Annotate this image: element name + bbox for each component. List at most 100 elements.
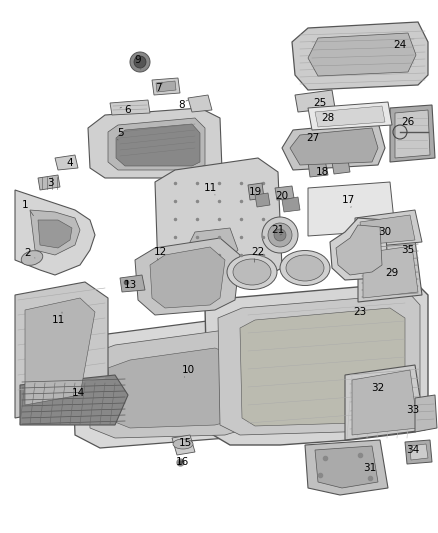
- Polygon shape: [352, 370, 418, 435]
- Text: 14: 14: [71, 388, 85, 398]
- Polygon shape: [360, 215, 415, 245]
- Polygon shape: [308, 182, 395, 236]
- Text: 4: 4: [67, 158, 73, 168]
- Polygon shape: [315, 446, 378, 488]
- Polygon shape: [240, 308, 405, 426]
- Polygon shape: [88, 108, 222, 178]
- Polygon shape: [410, 444, 428, 460]
- Polygon shape: [255, 193, 270, 207]
- Text: 8: 8: [179, 100, 185, 110]
- Polygon shape: [55, 155, 78, 170]
- Polygon shape: [150, 247, 225, 308]
- Polygon shape: [355, 210, 422, 248]
- Polygon shape: [218, 294, 420, 435]
- Text: 12: 12: [153, 247, 166, 257]
- Polygon shape: [38, 220, 72, 248]
- Text: 1: 1: [22, 200, 28, 210]
- Text: 20: 20: [276, 191, 289, 201]
- Ellipse shape: [173, 439, 193, 449]
- Polygon shape: [295, 90, 335, 112]
- Polygon shape: [363, 246, 418, 298]
- Polygon shape: [15, 190, 95, 275]
- Text: 16: 16: [175, 457, 189, 467]
- Text: 34: 34: [406, 445, 420, 455]
- Ellipse shape: [233, 259, 271, 285]
- Polygon shape: [282, 197, 300, 212]
- Polygon shape: [290, 128, 378, 165]
- Text: 3: 3: [47, 178, 53, 188]
- Polygon shape: [108, 348, 242, 428]
- Text: 11: 11: [203, 183, 217, 193]
- Text: 13: 13: [124, 280, 137, 290]
- Polygon shape: [405, 440, 432, 464]
- Circle shape: [262, 217, 298, 253]
- Polygon shape: [292, 22, 428, 90]
- Polygon shape: [135, 238, 240, 315]
- Text: 32: 32: [371, 383, 385, 393]
- Polygon shape: [305, 440, 388, 495]
- Polygon shape: [72, 318, 275, 448]
- Text: 23: 23: [353, 307, 367, 317]
- Text: 26: 26: [401, 117, 415, 127]
- Polygon shape: [116, 124, 200, 166]
- Polygon shape: [108, 118, 205, 170]
- Polygon shape: [336, 225, 382, 275]
- Text: 24: 24: [393, 40, 406, 50]
- Text: 25: 25: [313, 98, 327, 108]
- Polygon shape: [185, 228, 238, 260]
- Text: 21: 21: [272, 225, 285, 235]
- Text: 7: 7: [155, 83, 161, 93]
- Polygon shape: [358, 240, 422, 302]
- Polygon shape: [315, 106, 385, 127]
- Polygon shape: [205, 282, 428, 445]
- Polygon shape: [155, 158, 282, 285]
- Text: 18: 18: [315, 167, 328, 177]
- Text: 9: 9: [135, 55, 141, 65]
- Ellipse shape: [280, 251, 330, 286]
- Circle shape: [268, 223, 292, 247]
- Ellipse shape: [21, 251, 43, 265]
- Text: 6: 6: [125, 105, 131, 115]
- Circle shape: [274, 229, 286, 241]
- Polygon shape: [275, 186, 294, 200]
- Polygon shape: [15, 282, 108, 418]
- Text: 30: 30: [378, 227, 392, 237]
- Polygon shape: [345, 365, 425, 440]
- Polygon shape: [395, 110, 430, 158]
- Polygon shape: [88, 330, 258, 438]
- Polygon shape: [308, 102, 392, 130]
- Text: 11: 11: [51, 315, 65, 325]
- Polygon shape: [282, 122, 385, 170]
- Polygon shape: [110, 100, 150, 115]
- Text: 33: 33: [406, 405, 420, 415]
- Polygon shape: [20, 375, 128, 425]
- Text: 10: 10: [181, 365, 194, 375]
- Polygon shape: [188, 95, 212, 112]
- Polygon shape: [30, 210, 80, 255]
- Circle shape: [130, 52, 150, 72]
- Text: 27: 27: [306, 133, 320, 143]
- Polygon shape: [332, 160, 350, 174]
- Polygon shape: [156, 81, 176, 92]
- Text: 28: 28: [321, 113, 335, 123]
- Text: 19: 19: [248, 187, 261, 197]
- Text: 5: 5: [117, 128, 124, 138]
- Ellipse shape: [286, 255, 324, 281]
- Text: 15: 15: [178, 438, 192, 448]
- Polygon shape: [308, 33, 416, 76]
- Polygon shape: [415, 395, 437, 432]
- Text: 35: 35: [401, 245, 415, 255]
- Ellipse shape: [227, 254, 277, 289]
- Polygon shape: [120, 275, 145, 292]
- Polygon shape: [248, 183, 264, 200]
- Circle shape: [134, 56, 146, 68]
- Text: 2: 2: [25, 248, 31, 258]
- Polygon shape: [38, 175, 60, 190]
- Text: 22: 22: [251, 247, 265, 257]
- Text: 31: 31: [364, 463, 377, 473]
- Text: 29: 29: [385, 268, 399, 278]
- Polygon shape: [390, 105, 435, 162]
- Polygon shape: [172, 435, 195, 455]
- Text: 17: 17: [341, 195, 355, 205]
- Polygon shape: [25, 298, 95, 405]
